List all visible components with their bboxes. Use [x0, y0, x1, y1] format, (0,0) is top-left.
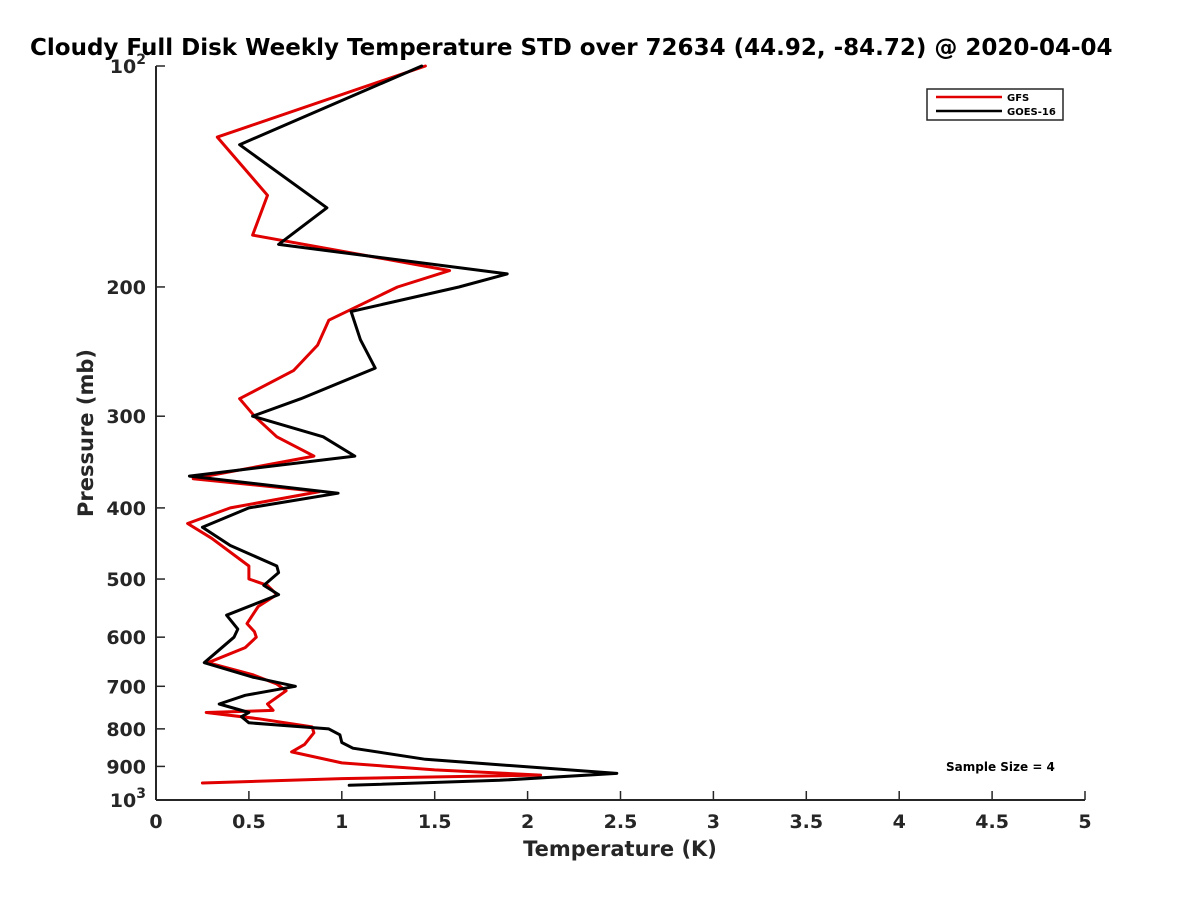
x-tick-label: 2	[521, 811, 534, 833]
legend-label-gfs: GFS	[1007, 93, 1029, 104]
series-group	[186, 64, 619, 787]
x-tick-group: 0 0.5 1 1.5 2 2.5 3 3.5 4 4.5 5	[149, 791, 1092, 833]
y-tick-label: 600	[106, 627, 146, 649]
sample-size-annotation: Sample Size = 4	[946, 760, 1055, 774]
x-tick-label: 4	[893, 811, 906, 833]
y-axis-label: Pressure (mb)	[74, 349, 98, 517]
y-tick-label: 300	[106, 406, 146, 428]
x-tick-label: 1	[335, 811, 348, 833]
x-tick-label: 0	[149, 811, 162, 833]
legend: GFS GOES-16	[926, 88, 1064, 121]
y-tick-label: 200	[106, 277, 146, 299]
y-tick-label: 400	[106, 498, 146, 520]
y-tick-label: 700	[106, 676, 146, 698]
legend-label-goes16: GOES-16	[1007, 107, 1056, 118]
x-tick-label: 1.5	[418, 811, 452, 833]
x-tick-label: 3.5	[789, 811, 823, 833]
y-tick-label: 800	[106, 719, 146, 741]
x-tick-label: 3	[707, 811, 720, 833]
y-tick-label: 500	[106, 569, 146, 591]
series-line-goes16	[187, 64, 619, 787]
legend-box	[926, 88, 1064, 121]
x-tick-label: 4.5	[975, 811, 1009, 833]
x-tick-label: 0.5	[232, 811, 266, 833]
x-tick-label: 2.5	[604, 811, 638, 833]
y-tick-label: 900	[106, 756, 146, 778]
x-axis-label: Temperature (K)	[523, 837, 717, 861]
chart-title: Cloudy Full Disk Weekly Temperature STD …	[30, 35, 1113, 61]
x-tick-label: 5	[1078, 811, 1091, 833]
